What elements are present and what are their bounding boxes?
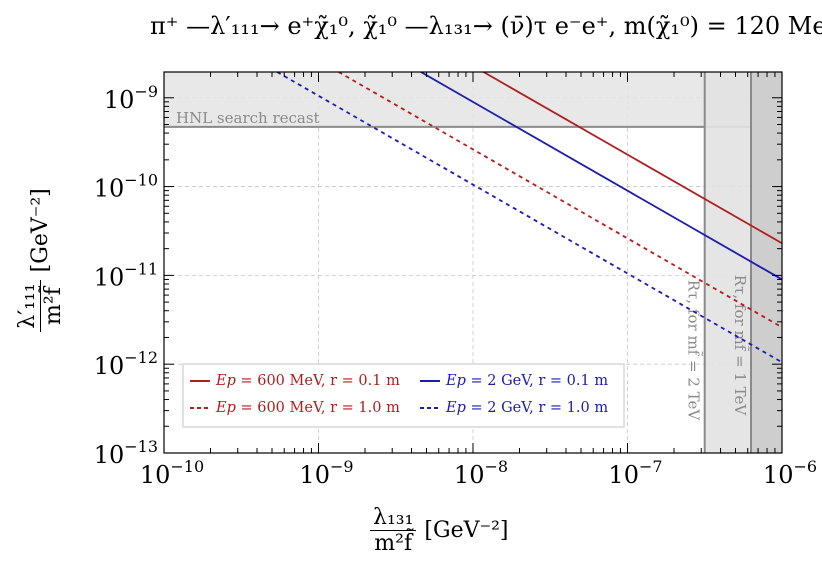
tick-exponent: −13 [124, 437, 158, 456]
tick-base: 10 [140, 461, 171, 489]
y-tick-label: 10−9 [104, 82, 158, 114]
legend: Ep = 600 MeV, r = 0.1 m Ep = 2 GeV, r = 0… [182, 363, 625, 428]
legend-prefix: Ep = [445, 373, 487, 389]
series-line [276, 72, 782, 364]
tick-base: 10 [94, 263, 125, 291]
x-tick-label: 10−8 [454, 457, 508, 489]
legend-value: 600 MeV, r = 0.1 m [257, 373, 400, 389]
legend-box [182, 363, 625, 428]
legend-label: Ep = 600 MeV, r = 1.0 m [215, 400, 400, 416]
legend-value: 2 GeV, r = 0.1 m [487, 373, 608, 389]
x-label-unit: [GeV⁻²] [424, 518, 509, 543]
legend-label: Ep = 2 GeV, r = 1.0 m [445, 400, 608, 416]
legend-prefix: Ep = [215, 400, 257, 416]
x-label-fraction: λ₁₃₁ m²f̃ [370, 505, 417, 556]
tick-exponent: −12 [124, 348, 158, 367]
y-tick-label: 10−13 [94, 437, 158, 469]
tick-exponent: −8 [484, 457, 508, 476]
legend-prefix: Ep = [445, 400, 487, 416]
tick-exponent: −9 [134, 82, 158, 101]
tick-exponent: −6 [793, 457, 817, 476]
legend-label: Ep = 2 GeV, r = 0.1 m [445, 373, 608, 389]
plot-content: HNL search recast Rτ, for mf̃ = 2 TeV Rτ, … [164, 72, 782, 453]
r-tau-region-label: Rτ, for mf̃ = 1 TeV [731, 275, 749, 417]
y-tick-label: 10−12 [94, 348, 158, 380]
legend-label: Ep = 600 MeV, r = 0.1 m [215, 373, 400, 389]
tick-base: 10 [299, 461, 330, 489]
x-label-numerator: λ₁₃₁ [370, 505, 417, 531]
tick-base: 10 [608, 461, 639, 489]
tick-exponent: −10 [170, 457, 204, 476]
tick-base: 10 [454, 461, 485, 489]
legend-value: 600 MeV, r = 1.0 m [257, 400, 400, 416]
tick-exponent: −7 [639, 457, 663, 476]
x-axis-label: λ₁₃₁ m²f̃ [GeV⁻²] [370, 505, 509, 556]
legend-value: 2 GeV, r = 1.0 m [487, 400, 608, 416]
tick-base: 10 [94, 175, 125, 203]
r-tau-region-label: Rτ, for mf̃ = 2 TeV [685, 280, 703, 422]
series-line [483, 72, 782, 245]
chart-title: π⁺ —λ′₁₁₁→ e⁺χ̃₁⁰, χ̃₁⁰ —λ₁₃₁→ (ν̄)τ e⁻e… [150, 12, 822, 40]
y-tick-label: 10−11 [94, 259, 158, 291]
y-tick-label: 10−10 [94, 171, 158, 203]
tick-base: 10 [94, 352, 125, 380]
hnl-region-label: HNL search recast [176, 109, 320, 127]
legend-prefix: Ep = [215, 373, 257, 389]
tick-exponent: −10 [124, 171, 158, 190]
r-tau-exclusion-band [750, 72, 782, 453]
series-line [420, 72, 782, 281]
tick-exponent: −11 [124, 259, 158, 278]
tick-base: 10 [763, 461, 794, 489]
tick-base: 10 [94, 441, 125, 469]
x-tick-label: 10−10 [140, 457, 204, 489]
x-label-denominator: m²f̃ [374, 531, 413, 556]
tick-base: 10 [104, 86, 135, 114]
tick-exponent: −9 [330, 457, 354, 476]
x-tick-label: 10−9 [299, 457, 353, 489]
x-tick-label: 10−7 [608, 457, 662, 489]
x-tick-label: 10−6 [763, 457, 817, 489]
series-line [338, 72, 782, 329]
